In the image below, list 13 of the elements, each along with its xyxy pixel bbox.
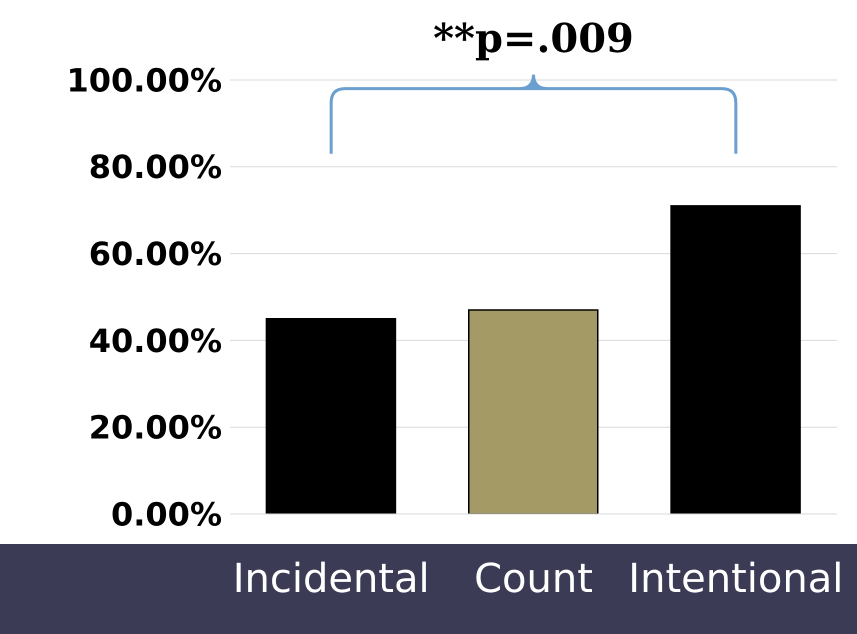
y-tick-label: 0.00% — [110, 495, 222, 534]
bar — [266, 318, 396, 514]
bar — [670, 205, 801, 514]
y-tick-label: 80.00% — [88, 148, 222, 186]
x-tick-label: Incidental — [232, 556, 430, 602]
y-tick-label: 20.00% — [88, 408, 222, 447]
text: **p=.009 — [433, 15, 634, 62]
bar — [468, 309, 599, 514]
y-tick-label: 40.00% — [88, 322, 222, 360]
y-tick-label: 100.00% — [66, 61, 222, 100]
x-tick-label: Intentional — [628, 556, 844, 602]
y-tick-label: 60.00% — [88, 234, 222, 273]
x-tick-label: Count — [474, 556, 593, 602]
